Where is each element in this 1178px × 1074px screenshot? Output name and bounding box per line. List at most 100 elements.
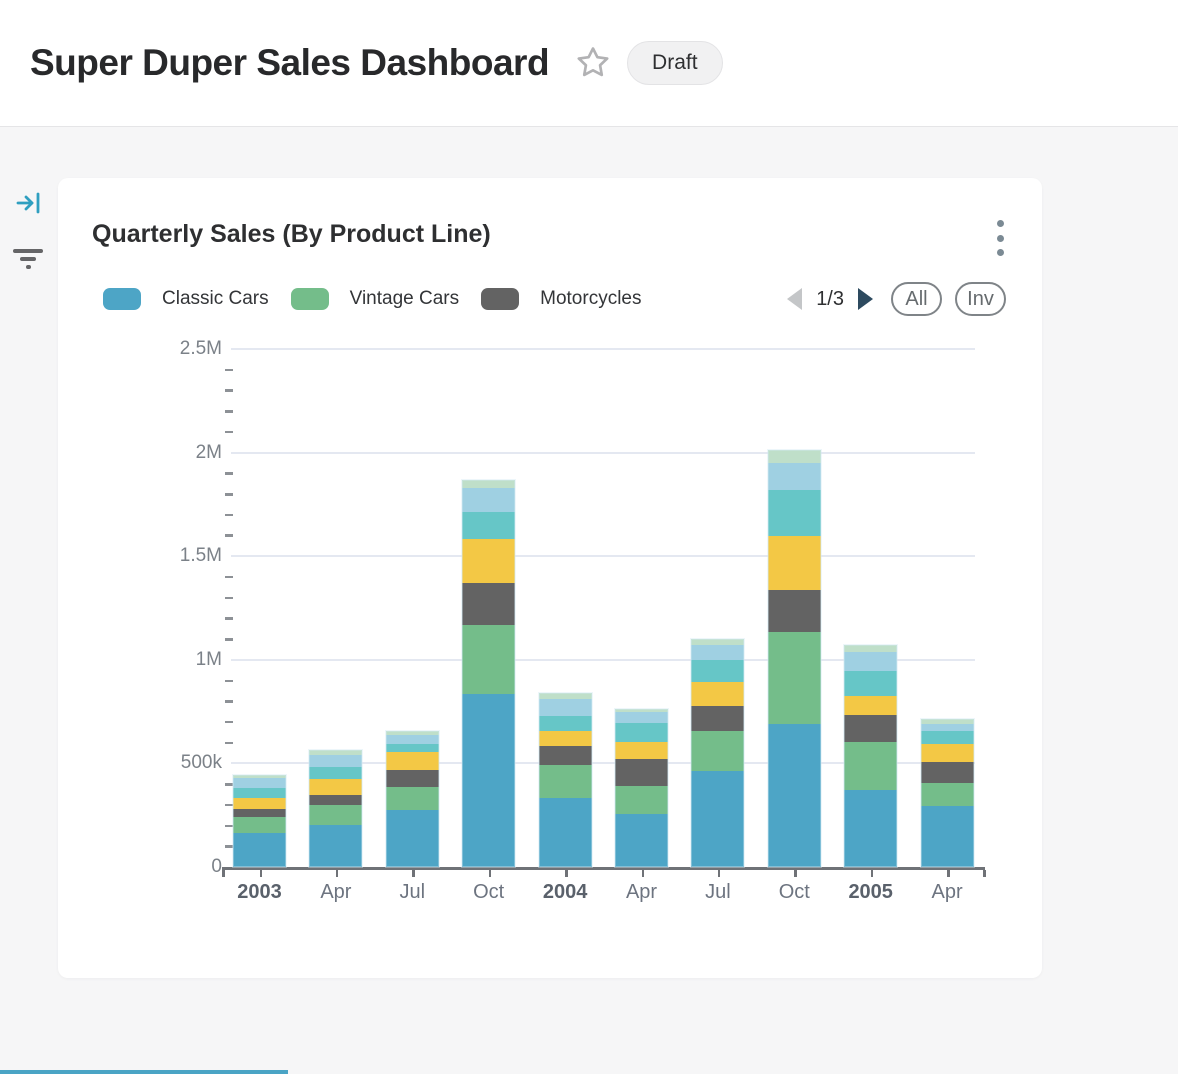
bar-segment[interactable]: [691, 705, 745, 731]
legend-item-vintage-cars[interactable]: Vintage Cars: [290, 288, 459, 310]
bar-segment[interactable]: [385, 770, 439, 787]
bar-segment[interactable]: [538, 699, 592, 716]
bar-segment[interactable]: [691, 644, 745, 660]
bar-segment[interactable]: [615, 758, 668, 786]
card-menu-button[interactable]: [988, 220, 1012, 256]
bar-segment[interactable]: [844, 789, 898, 867]
y-axis-minor-tick: [225, 783, 233, 786]
bar-segment[interactable]: [920, 718, 974, 724]
bar-segment[interactable]: [462, 512, 516, 540]
bar-segment[interactable]: [767, 490, 821, 537]
bar-segment[interactable]: [309, 750, 363, 756]
bar-segment[interactable]: [691, 730, 745, 772]
bar-2005-8[interactable]: [843, 643, 899, 869]
bar-segment[interactable]: [615, 813, 668, 867]
bar-segment[interactable]: [538, 797, 592, 867]
bar-jul-6[interactable]: [690, 637, 746, 869]
bar-segment[interactable]: [844, 714, 898, 742]
bar-segment[interactable]: [920, 730, 974, 744]
bar-segment[interactable]: [538, 693, 592, 700]
x-axis-tick: [488, 869, 492, 877]
bar-segment[interactable]: [691, 681, 745, 706]
bar-segment[interactable]: [462, 582, 516, 625]
bar-segment[interactable]: [920, 723, 974, 731]
bar-2003-0[interactable]: [232, 773, 287, 869]
bar-segment[interactable]: [385, 786, 439, 811]
bar-segment[interactable]: [615, 712, 668, 723]
bar-apr-5[interactable]: [614, 707, 669, 869]
bar-oct-7[interactable]: [766, 448, 822, 869]
bar-segment[interactable]: [462, 539, 516, 583]
y-axis-minor-tick: [225, 638, 233, 641]
y-axis-minor-tick: [225, 368, 233, 372]
bar-apr-1[interactable]: [308, 749, 364, 868]
bar-segment[interactable]: [844, 651, 898, 671]
bar-segment[interactable]: [233, 808, 286, 817]
bar-segment[interactable]: [462, 694, 516, 867]
bar-segment[interactable]: [767, 590, 821, 633]
bar-segment[interactable]: [691, 771, 745, 867]
bar-segment[interactable]: [233, 797, 286, 809]
bar-segment[interactable]: [767, 632, 821, 725]
bar-segment[interactable]: [385, 730, 439, 735]
bar-segment[interactable]: [233, 777, 286, 788]
y-axis-minor-tick: [225, 575, 233, 579]
legend-item-motorcycles[interactable]: Motorcycles: [481, 288, 641, 310]
bar-jul-2[interactable]: [384, 729, 440, 869]
bar-segment[interactable]: [233, 816, 286, 833]
bar-segment[interactable]: [309, 755, 363, 767]
bar-segment[interactable]: [615, 785, 668, 814]
bar-segment[interactable]: [309, 778, 363, 795]
x-axis-tick: [717, 869, 721, 877]
bar-segment[interactable]: [920, 783, 974, 806]
bar-segment[interactable]: [844, 741, 898, 790]
bar-segment[interactable]: [233, 774, 286, 778]
bar-segment[interactable]: [844, 644, 898, 652]
bar-segment[interactable]: [844, 695, 898, 715]
bar-segment[interactable]: [233, 787, 286, 798]
bar-segment[interactable]: [309, 805, 363, 825]
legend-invert-button[interactable]: Inv: [955, 282, 1006, 316]
bar-segment[interactable]: [385, 810, 439, 867]
bar-oct-3[interactable]: [461, 478, 517, 869]
bar-segment[interactable]: [615, 708, 668, 713]
bar-segment[interactable]: [309, 824, 363, 867]
x-axis-label: Oct: [473, 881, 505, 903]
bar-segment[interactable]: [615, 722, 668, 743]
bar-apr-9[interactable]: [919, 717, 975, 869]
legend-item-classic-cars[interactable]: Classic Cars: [103, 288, 269, 310]
bar-segment[interactable]: [691, 638, 745, 645]
legend-next-page-icon[interactable]: [858, 288, 873, 310]
bar-segment[interactable]: [615, 742, 668, 759]
bar-segment[interactable]: [920, 743, 974, 763]
bar-segment[interactable]: [462, 479, 516, 489]
bar-segment[interactable]: [385, 752, 439, 771]
bar-segment[interactable]: [233, 832, 286, 867]
bar-segment[interactable]: [462, 488, 516, 513]
x-axis-tick: [565, 869, 568, 877]
bar-segment[interactable]: [462, 625, 516, 695]
bar-2004-4[interactable]: [537, 692, 593, 868]
bar-segment[interactable]: [767, 724, 821, 867]
bar-segment[interactable]: [538, 765, 592, 798]
bar-segment[interactable]: [309, 766, 363, 779]
bar-segment[interactable]: [767, 536, 821, 591]
collapse-panel-button[interactable]: [14, 188, 44, 221]
filter-button[interactable]: [12, 242, 44, 277]
bar-segment[interactable]: [691, 659, 745, 682]
bar-segment[interactable]: [385, 744, 439, 753]
bar-segment[interactable]: [767, 449, 821, 464]
star-icon: [576, 45, 610, 82]
bar-segment[interactable]: [309, 794, 363, 806]
favorite-star-button[interactable]: [575, 45, 611, 81]
bar-segment[interactable]: [920, 805, 974, 867]
bar-segment[interactable]: [538, 746, 592, 766]
legend-select-all-button[interactable]: All: [891, 282, 942, 316]
bar-segment[interactable]: [385, 734, 439, 745]
bar-segment[interactable]: [538, 731, 592, 747]
bar-segment[interactable]: [844, 670, 898, 696]
bar-segment[interactable]: [538, 715, 592, 732]
bar-segment[interactable]: [767, 463, 821, 491]
legend-prev-page-icon[interactable]: [787, 288, 803, 310]
bar-segment[interactable]: [920, 762, 974, 784]
